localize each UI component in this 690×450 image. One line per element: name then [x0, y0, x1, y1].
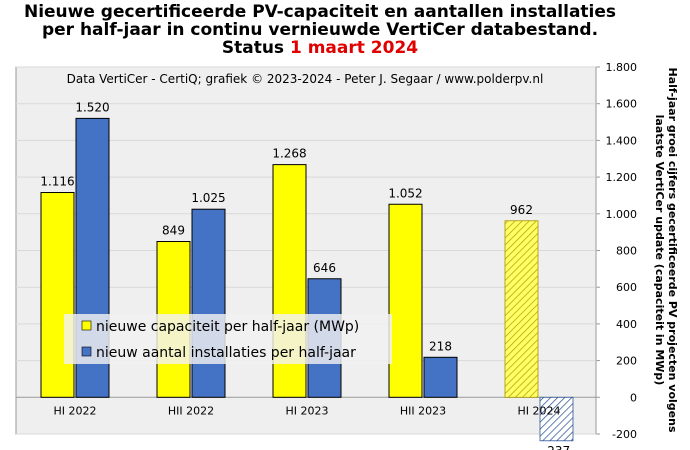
- data-label-installations: 1.520: [75, 100, 109, 114]
- y-tick-label: 800: [616, 245, 637, 258]
- title-line-3: Status 1 maart 2024: [0, 39, 640, 57]
- category-label: HI 2024: [517, 404, 560, 417]
- data-label-capacity: 1.116: [40, 175, 74, 189]
- category-label: HII 2022: [168, 404, 214, 417]
- title-status-date: 1 maart 2024: [289, 38, 419, 58]
- bar-capacity: [40, 192, 75, 398]
- data-label-capacity: 849: [162, 224, 185, 238]
- category-label: HI 2023: [285, 404, 328, 417]
- bar-installations: [423, 356, 458, 398]
- bar-installations: [539, 396, 574, 442]
- data-label-installations: 1.025: [191, 191, 225, 205]
- data-label-installations: 218: [429, 339, 452, 353]
- credit-text: Data VertiCer - CertiQ; grafiek © 2023-2…: [67, 72, 544, 86]
- category-label: HI 2022: [53, 404, 96, 417]
- data-label-installations: 646: [313, 261, 336, 275]
- y-tick-label: 1.000: [606, 208, 638, 221]
- y-tick-label: 400: [616, 318, 637, 331]
- y-axis-label: Half-jaar groei cijfers gecertificeerde …: [653, 67, 679, 432]
- chart-title: Nieuwe gecertificeerde PV-capaciteit en …: [0, 3, 640, 57]
- legend-box: [64, 314, 392, 364]
- y-tick-label: 0: [630, 391, 637, 404]
- data-label-capacity: 1.268: [272, 147, 306, 161]
- y-tick-label: 1.600: [606, 98, 638, 111]
- y-tick-label: 200: [616, 355, 637, 368]
- y-tick-label: 1.800: [606, 61, 638, 74]
- y-tick-label: -200: [612, 428, 637, 441]
- data-label-installations: -237: [543, 444, 570, 450]
- data-label-capacity: 1.052: [388, 186, 422, 200]
- category-labels: HI 2022 HII 2022 HI 2023 HII 2023 HI 2024: [53, 404, 560, 417]
- y-tick-label: 1.200: [606, 171, 638, 184]
- data-labels: 1.116 1.520 849 1.025 1.268 646 1.052 218 962 -23…: [40, 100, 570, 450]
- legend-swatch-capacity: [81, 320, 92, 331]
- y-axis-ticks: -200 0 200 400 600 800 1.000 1.200 1.400 1.600 1.8…: [596, 61, 637, 441]
- legend-swatch-installations: [81, 346, 92, 357]
- bar-installations: [191, 208, 226, 398]
- title-line-2: per half-jaar in continu vernieuwde Vert…: [41, 20, 599, 40]
- y-tick-label: 600: [616, 281, 637, 294]
- legend-label-capacity: nieuwe capaciteit per half-jaar (MWp): [96, 319, 359, 335]
- legend-label-installations: nieuw aantal installaties per half-jaar: [96, 345, 356, 361]
- y-axis-label-line-1: Half-jaar groei cijfers gecertificeerde …: [666, 67, 679, 432]
- y-axis-label-line-2: laatste VertiCer update (capaciteit in M…: [653, 115, 666, 386]
- y-tick-label: 1.400: [606, 134, 638, 147]
- title-line-1: Nieuwe gecertificeerde PV-capaciteit en …: [23, 2, 617, 22]
- bar-capacity: [504, 220, 539, 398]
- category-label: HII 2023: [400, 404, 446, 417]
- legend: nieuwe capaciteit per half-jaar (MWp) ni…: [64, 314, 392, 364]
- title-status-prefix: Status: [221, 38, 290, 58]
- data-label-capacity: 962: [510, 203, 533, 217]
- bar-capacity: [388, 203, 423, 398]
